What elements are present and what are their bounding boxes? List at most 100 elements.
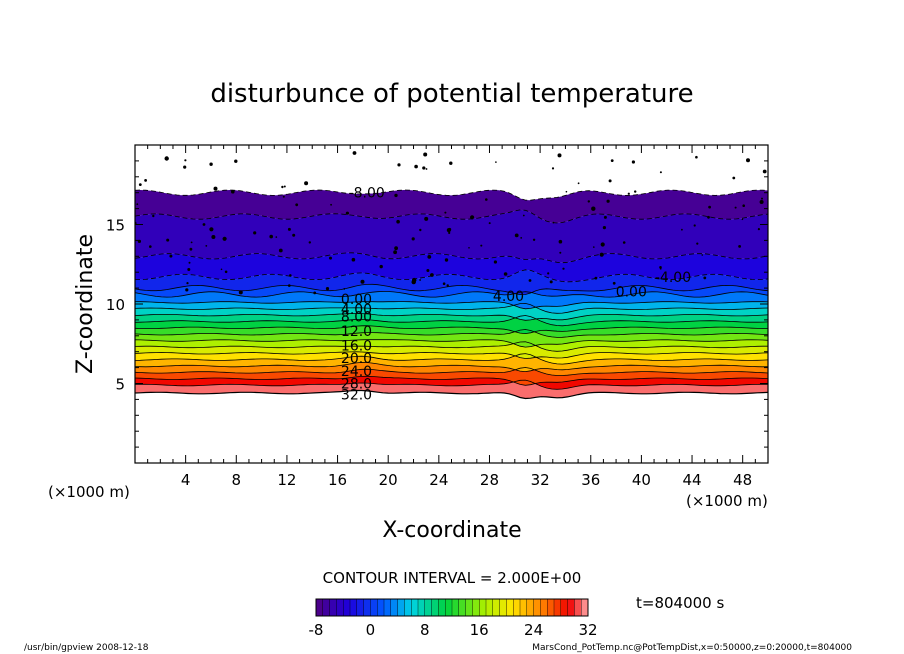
colorbar-cell (329, 598, 337, 617)
noise-speck (379, 264, 383, 269)
noise-speck (549, 280, 553, 284)
contour-band (135, 252, 768, 282)
noise-speck (186, 282, 189, 285)
contour-label: 0.00 (616, 284, 647, 300)
noise-speck (411, 279, 416, 285)
noise-speck (520, 237, 523, 239)
contour-label: 20.0 (341, 351, 372, 367)
noise-speck (701, 254, 704, 256)
noise-speck (696, 242, 699, 245)
noise-speck (577, 182, 580, 185)
noise-speck (209, 162, 213, 166)
x-tick-label: 4 (181, 471, 191, 489)
noise-speck (164, 156, 169, 161)
colorbar-cell (411, 598, 419, 617)
colorbar-cell (479, 598, 487, 617)
noise-speck (411, 237, 415, 241)
noise-speck (734, 206, 737, 209)
noise-speck (220, 268, 223, 271)
noise-speck (746, 158, 750, 163)
contour-interval-label: CONTOUR INTERVAL = 2.000E+00 (323, 569, 582, 587)
x-tick-label: 44 (682, 471, 701, 489)
colorbar-cell (404, 598, 412, 617)
noise-speck (281, 185, 284, 189)
noise-speck (514, 233, 519, 238)
colorbar-cell (458, 598, 466, 617)
colorbar-cell (567, 598, 575, 617)
colorbar-cell (349, 598, 358, 617)
contour-line (135, 313, 768, 321)
contour-band (135, 301, 768, 314)
colorbar-cell (574, 598, 582, 617)
contour-label: 32.0 (341, 388, 372, 404)
noise-speck (189, 247, 193, 251)
noise-speck (275, 236, 278, 238)
contour-band (135, 315, 768, 334)
contour-line (135, 375, 768, 386)
colorbar-cell (445, 598, 453, 617)
noise-speck (762, 169, 767, 174)
noise-speck (448, 231, 451, 234)
colorbar-tick-label: 8 (420, 621, 430, 639)
noise-speck (152, 214, 155, 218)
noise-speck (425, 168, 428, 170)
noise-speck (732, 176, 736, 180)
contour-label: 0.00 (341, 292, 372, 308)
noise-speck (480, 244, 483, 247)
noise-speck (631, 160, 636, 164)
chart-title: disturbunce of potential temperature (210, 79, 693, 109)
colorbar-cell (322, 598, 330, 617)
x-tick-label: 48 (733, 471, 752, 489)
noise-speck (759, 200, 764, 204)
noise-speck (495, 161, 497, 163)
contour-line (135, 353, 768, 365)
colorbar-cell (560, 598, 568, 617)
contour-lines (135, 151, 768, 400)
x-tick-label: 8 (232, 471, 242, 489)
noise-speck (283, 185, 286, 188)
time-label: t=804000 s (636, 594, 724, 612)
noise-speck (532, 238, 536, 241)
colorbar-tick-label: 24 (524, 621, 543, 639)
noise-speck (187, 268, 191, 271)
colorbar-cell (356, 598, 364, 617)
contour-label: 16.0 (341, 338, 372, 354)
noise-speck (419, 228, 422, 232)
contour-band (135, 353, 768, 372)
noise-speck (430, 273, 434, 277)
noise-speck (185, 288, 189, 292)
colorbar-tick-label: 16 (470, 621, 489, 639)
noise-speck (394, 193, 398, 198)
noise-speck (547, 272, 550, 275)
noise-speck (446, 284, 449, 287)
x-tick-label: 24 (429, 471, 448, 489)
noise-speck (707, 215, 710, 219)
noise-speck (426, 269, 430, 272)
x-tick-label: 32 (531, 471, 550, 489)
noise-speck (608, 179, 612, 183)
noise-speck (427, 255, 432, 259)
noise-speck (565, 190, 568, 193)
noise-speck (423, 152, 428, 157)
colorbar-cell (499, 598, 507, 617)
contour-band (135, 291, 768, 309)
contour-band (135, 380, 768, 399)
noise-speck (360, 279, 365, 284)
noise-speck (184, 159, 187, 162)
noise-speck (222, 236, 227, 241)
colorbar (315, 598, 589, 617)
noise-speck (205, 245, 208, 247)
noise-speck (593, 246, 595, 248)
noise-speck (183, 165, 187, 169)
y-tick-label: 5 (115, 376, 125, 394)
noise-speck (485, 198, 488, 201)
noise-speck (352, 151, 357, 155)
noise-speck (622, 241, 626, 244)
y-axis: 5 10 15 (106, 160, 768, 448)
noise-speck (600, 242, 605, 247)
noise-speck (289, 274, 292, 277)
contour-line (135, 302, 768, 314)
colorbar-cell (417, 598, 426, 617)
noise-speck (138, 183, 142, 187)
